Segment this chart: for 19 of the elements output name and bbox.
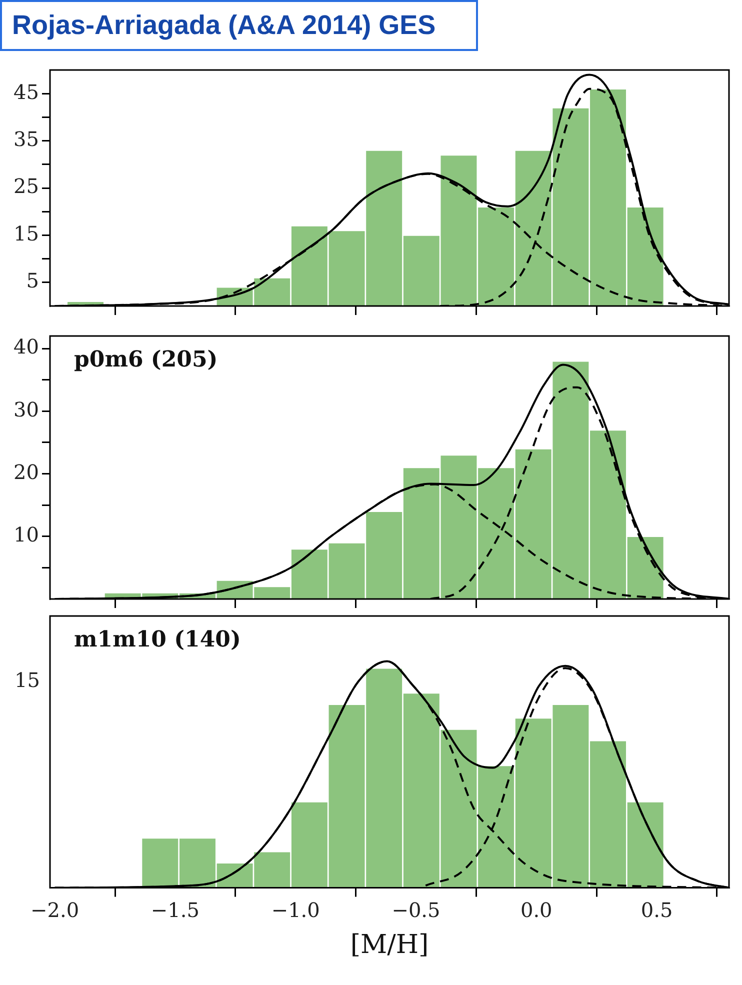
annotation: p0m6 (205)	[74, 346, 218, 373]
y-tick-label: 40	[14, 334, 39, 359]
chart-title: Rojas-Arriagada (A&A 2014) GES	[0, 0, 478, 51]
y-tick-label: 5	[26, 268, 39, 293]
x-tick-label: 0.0	[520, 898, 552, 922]
y-tick-label: 10	[14, 522, 39, 547]
x-axis-title: [M/H]	[350, 930, 429, 960]
x-tick-label: −1.0	[271, 898, 320, 922]
y-tick-label: 30	[14, 397, 39, 422]
y-tick-label: 35	[14, 127, 39, 152]
y-tick-label: 20	[14, 460, 39, 484]
y-tick-label: 25	[14, 174, 39, 198]
text: m1m10 (140)	[74, 626, 241, 653]
x-tick-label: 0.5	[640, 898, 673, 922]
x-tick-label: −2.0	[30, 898, 80, 922]
x-tick-label: −1.5	[150, 898, 200, 922]
y-tick-label: 45	[14, 80, 39, 104]
x-tick-label: −0.5	[392, 898, 440, 922]
y-tick-label: 15	[14, 221, 39, 246]
